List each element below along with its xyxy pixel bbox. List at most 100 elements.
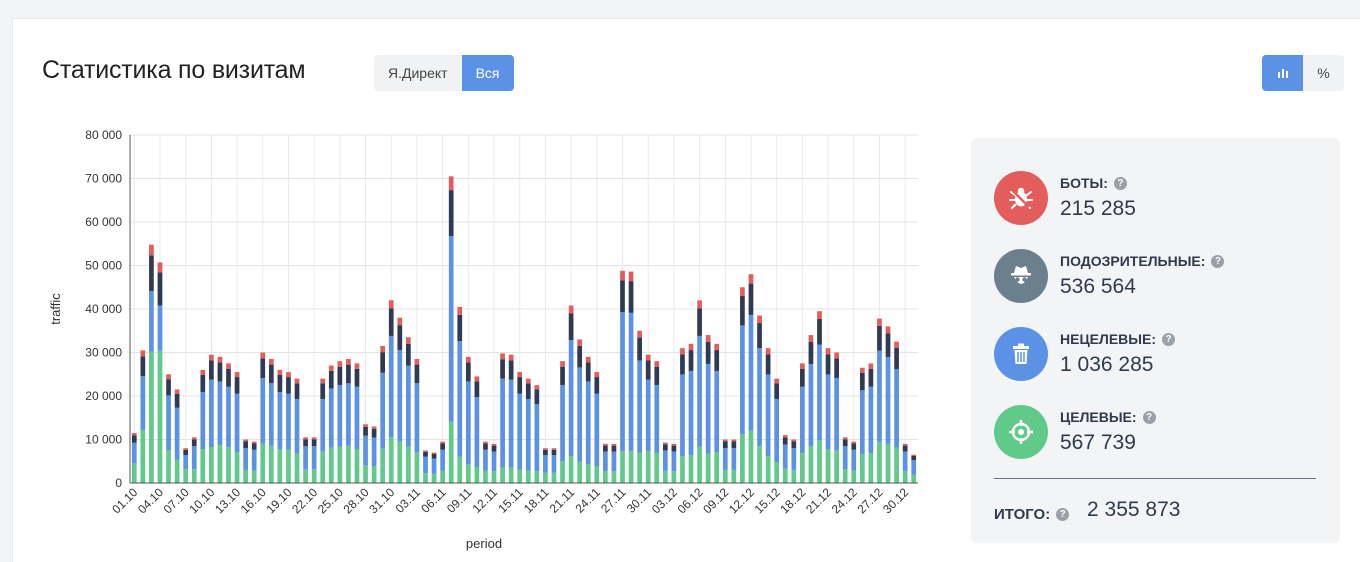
bar-bots [911, 454, 917, 456]
help-icon[interactable]: ? [1211, 254, 1225, 268]
bar-suspicious [294, 383, 300, 399]
bar-bots [645, 354, 651, 361]
bar-target [260, 443, 266, 483]
bar-target [868, 453, 874, 483]
bar-nontarget [131, 442, 137, 463]
bar-suspicious [311, 439, 317, 447]
bar-target [140, 429, 146, 483]
x-tick-label: 01.10 [109, 485, 140, 516]
bar-bots [388, 300, 394, 309]
bar-nontarget [200, 391, 206, 450]
help-icon[interactable]: ? [1056, 508, 1070, 521]
bar-bots [457, 306, 463, 315]
help-icon[interactable]: ? [1142, 410, 1156, 424]
bar-target [722, 469, 728, 483]
bar-bots [817, 311, 822, 319]
bar-view-button[interactable] [1262, 55, 1303, 91]
bar-bots [808, 335, 814, 342]
bar-bots [140, 350, 146, 357]
bar-suspicious [654, 366, 660, 385]
bar-bots [774, 378, 780, 384]
bar-nontarget [800, 386, 805, 454]
bar-suspicious [611, 445, 617, 452]
bar-bots [594, 372, 600, 378]
bar-bots [474, 376, 480, 382]
y-tick-label: 80 000 [85, 128, 122, 142]
bar-target [680, 456, 685, 483]
bar-target [765, 456, 771, 483]
x-tick-label: 06.12 [675, 485, 706, 516]
bar-nontarget [260, 377, 266, 444]
bar-chart-icon [1277, 69, 1288, 78]
bar-nontarget [157, 305, 163, 351]
toggle-yadirect-button[interactable]: Я.Директ [374, 55, 462, 91]
bar-nontarget [286, 393, 291, 450]
bar-bots [740, 287, 745, 297]
bar-bots [791, 439, 797, 442]
bar-suspicious [885, 333, 891, 357]
bar-nontarget [842, 446, 848, 470]
bar-nontarget [500, 378, 505, 468]
bar-nontarget [577, 367, 583, 462]
bar-bots [680, 348, 685, 355]
bar-target [842, 469, 848, 483]
x-tick-label: 15.12 [752, 485, 783, 516]
bar-nontarget [808, 363, 814, 447]
bar-bots [491, 443, 497, 446]
bar-nontarget [174, 407, 180, 460]
bar-target [217, 445, 223, 483]
bar-target [748, 430, 754, 483]
bar-target [380, 448, 386, 483]
bar-nontarget [594, 393, 600, 467]
bar-target [740, 434, 745, 483]
bar-bots [885, 326, 891, 334]
bar-nontarget [423, 456, 428, 474]
bar-target [346, 445, 351, 483]
bar-nontarget [191, 446, 197, 470]
bar-bots [662, 442, 668, 445]
x-tick-label: 03.12 [649, 485, 680, 516]
bar-suspicious [397, 325, 403, 350]
bar-suspicious [406, 343, 411, 366]
bar-suspicious [328, 370, 334, 389]
bar-bots [209, 354, 214, 361]
bar-suspicious [808, 341, 814, 364]
x-tick-label: 27.12 [854, 485, 885, 516]
bar-bots [217, 356, 223, 363]
bar-bots [277, 369, 283, 375]
x-tick-label: 18.12 [777, 485, 808, 516]
toggle-all-button[interactable]: Вся [461, 55, 514, 91]
bar-nontarget [226, 386, 231, 448]
bar-nontarget [654, 384, 660, 453]
bar-bots [431, 452, 437, 454]
bar-suspicious [517, 377, 523, 394]
bar-target [491, 471, 497, 483]
bar-nontarget [722, 447, 728, 470]
percent-view-button[interactable]: % [1303, 55, 1344, 91]
bar-bots [448, 176, 454, 191]
bar-suspicious [851, 443, 857, 450]
bar-target [671, 471, 677, 483]
bar-suspicious [380, 352, 386, 373]
total-value: 2 355 873 [1087, 498, 1181, 521]
bar-bots [800, 363, 805, 369]
bar-suspicious [568, 313, 574, 341]
bar-bots [637, 330, 642, 338]
bar-suspicious [166, 379, 171, 396]
bar-suspicious [637, 337, 642, 361]
bar-bots [483, 441, 488, 444]
bar-nontarget [491, 451, 497, 472]
bar-suspicious [902, 445, 908, 452]
bar-nontarget [817, 344, 822, 441]
help-icon[interactable]: ? [1113, 176, 1127, 190]
bar-nontarget [243, 447, 248, 470]
bar-bots [423, 450, 428, 452]
bar-suspicious [174, 393, 180, 408]
bar-bots [234, 372, 240, 378]
bar-bots [748, 274, 754, 284]
help-icon[interactable]: ? [1162, 332, 1175, 346]
bar-bots [560, 361, 565, 367]
bar-nontarget [868, 386, 874, 454]
bar-suspicious [585, 362, 591, 382]
bar-suspicious [877, 325, 882, 351]
